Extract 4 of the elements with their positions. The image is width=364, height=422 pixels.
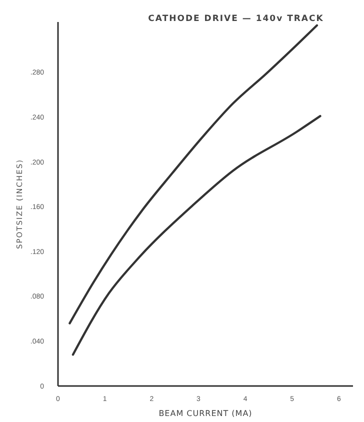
- chart-title: CATHODE DRIVE — 140v TRACK: [148, 14, 324, 24]
- line-series: [68, 24, 318, 324]
- x-axis-title: BEAM CURRENT (MA): [158, 409, 252, 418]
- line-series: [72, 114, 322, 356]
